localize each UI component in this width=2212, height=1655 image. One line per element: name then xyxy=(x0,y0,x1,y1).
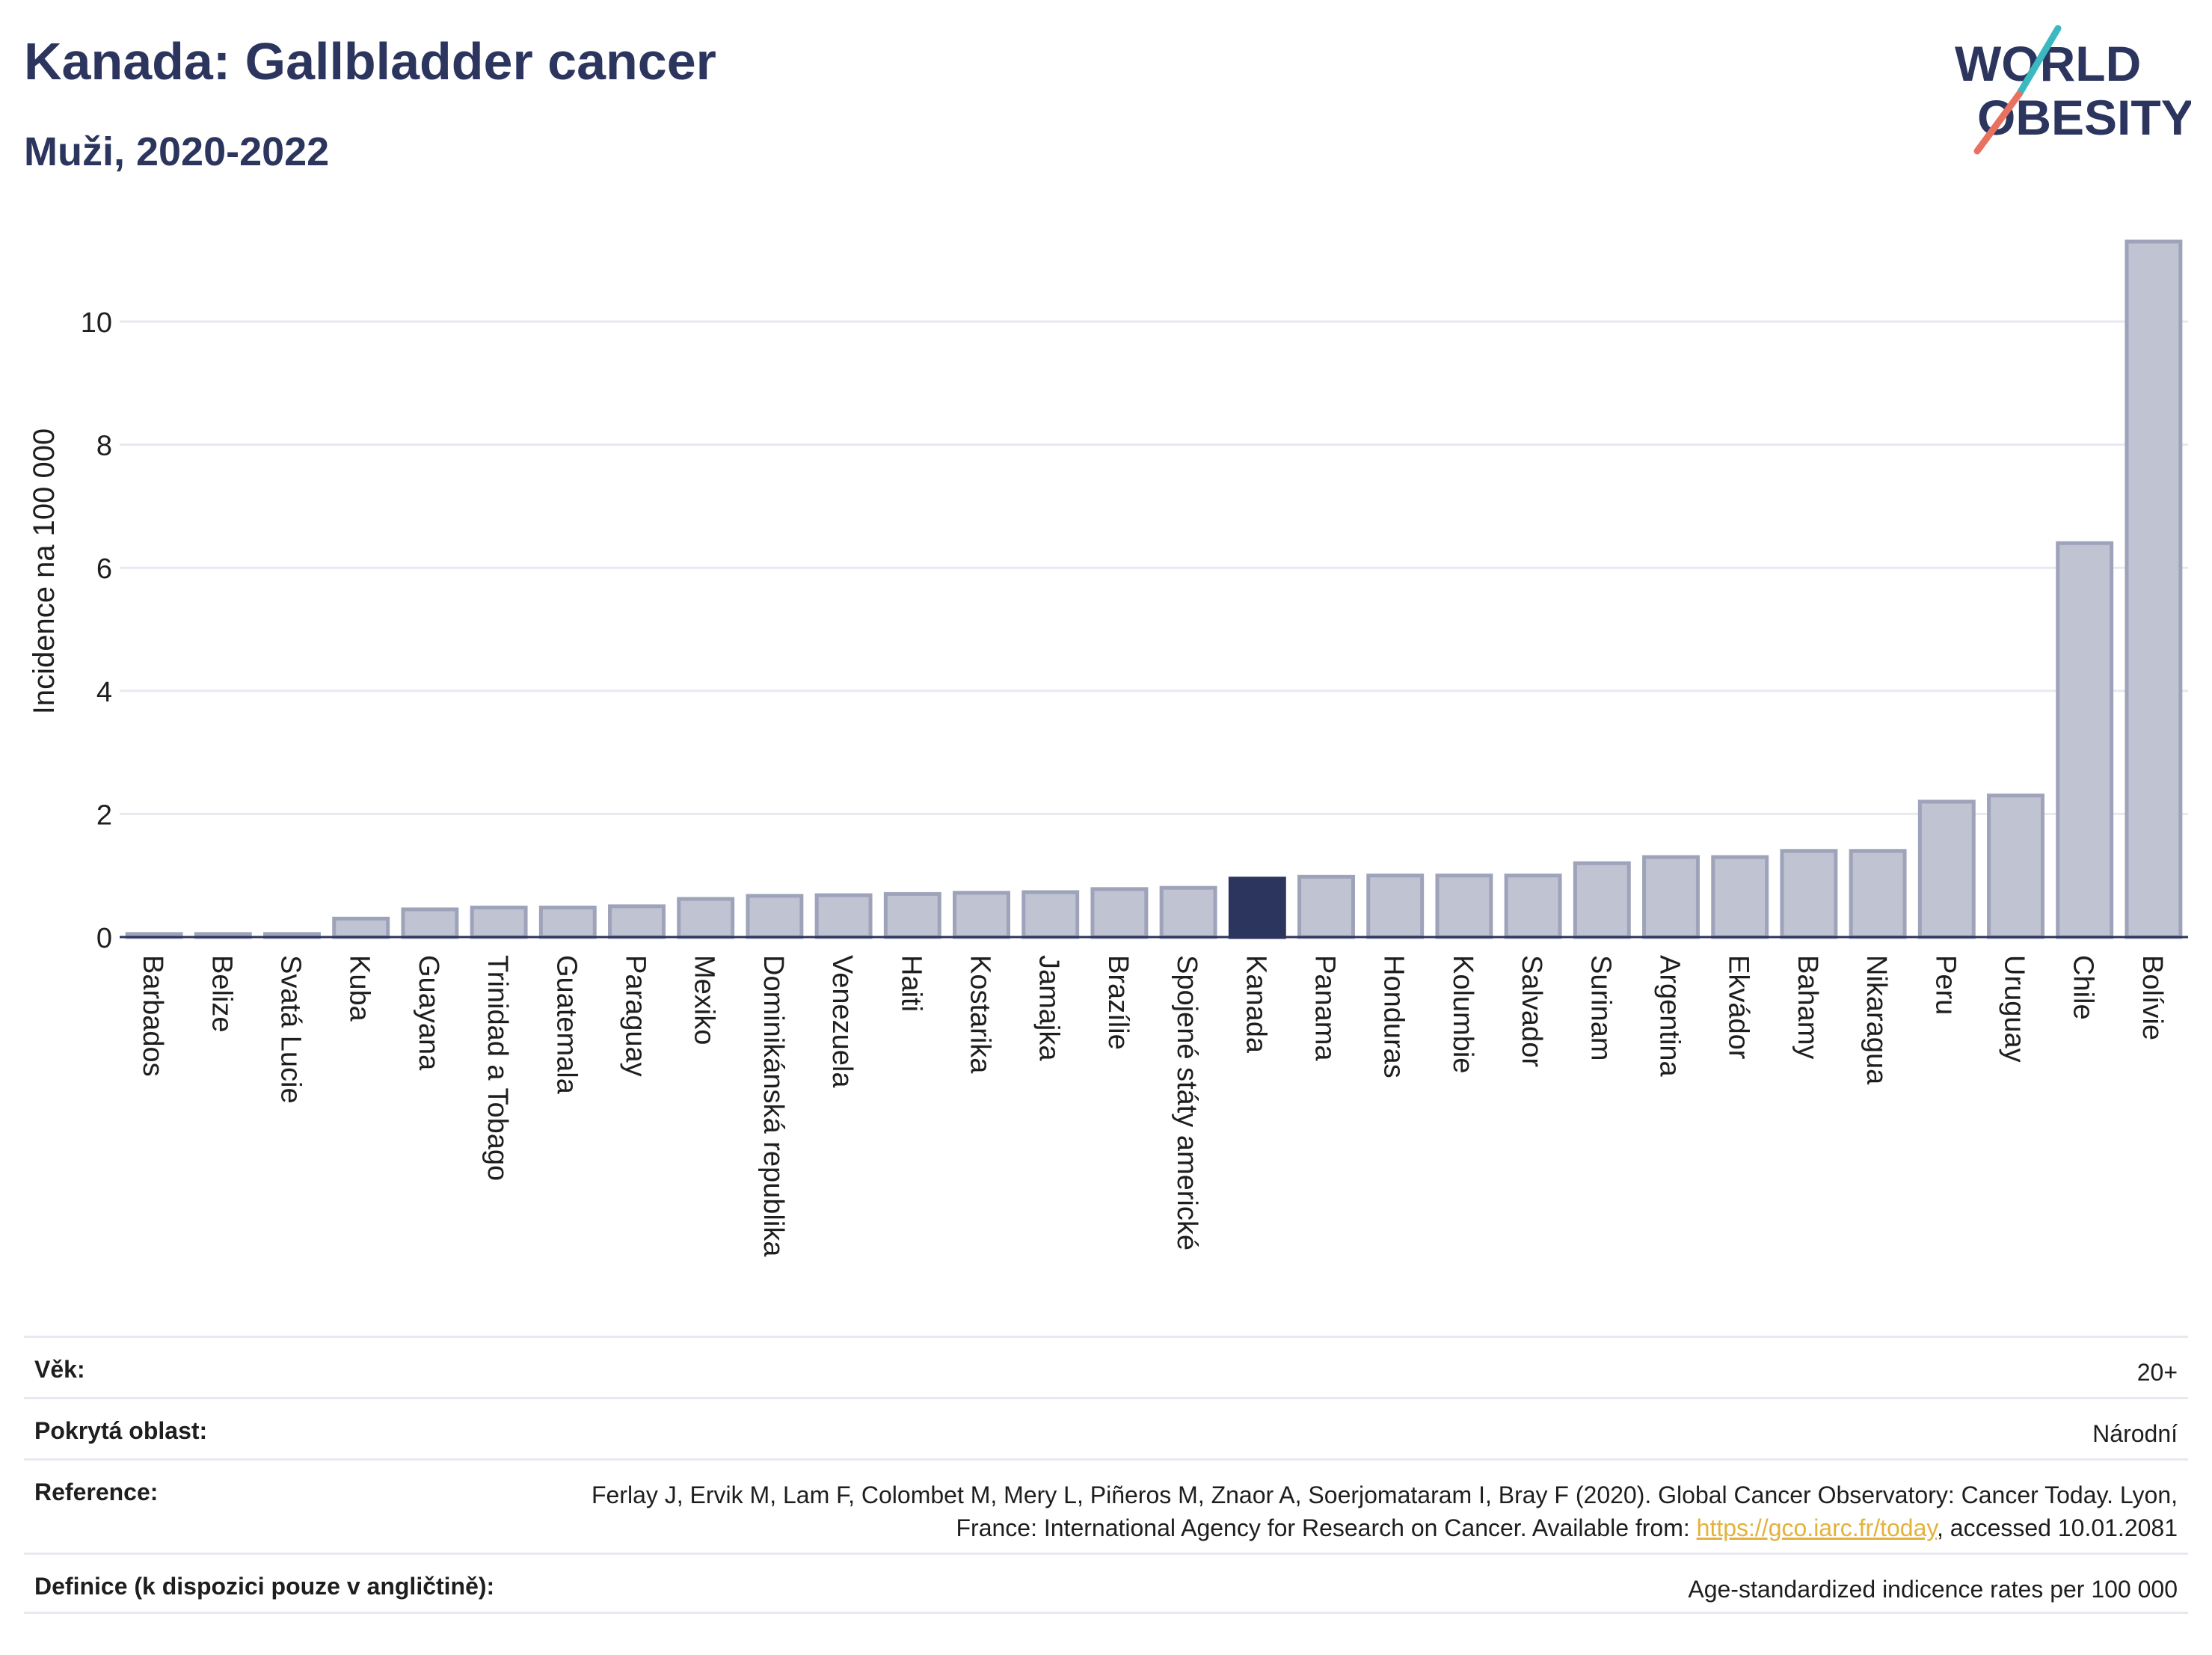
meta-row-definition: Definice (k dispozici pouze v angličtině… xyxy=(24,1553,2188,1614)
x-tick-label: Trinidad a Tobago xyxy=(482,955,513,1181)
coverage-value: Národní xyxy=(2092,1420,2178,1447)
meta-row-age: Věk: 20+ xyxy=(24,1336,2188,1397)
bar-chile xyxy=(2056,541,2114,939)
bar-jamajka xyxy=(1021,890,1080,939)
y-tick-label: 10 xyxy=(81,307,112,339)
y-tick-label: 8 xyxy=(96,431,112,462)
bar-kanada xyxy=(1228,876,1286,939)
bar-spojené-státy-americké xyxy=(1159,885,1217,939)
bar-bolívie xyxy=(2125,239,2183,939)
coverage-label: Pokrytá oblast: xyxy=(34,1417,208,1444)
logo-slash-coral xyxy=(1973,90,2023,155)
x-tick-label: Kostarika xyxy=(965,955,996,1074)
x-tick-label: Belize xyxy=(206,955,237,1033)
page-title: Kanada: Gallbladder cancer xyxy=(24,32,716,90)
bar-brazílie xyxy=(1090,887,1149,939)
x-tick-label: Barbados xyxy=(137,955,168,1077)
y-tick-label: 4 xyxy=(96,677,112,708)
y-axis-ticks: 0 2 4 6 8 10 xyxy=(81,307,112,954)
bar-surinam xyxy=(1573,861,1631,939)
bar-nikaragua xyxy=(1849,849,1907,939)
bar-kolumbie xyxy=(1435,873,1493,939)
x-tick-label: Argentina xyxy=(1654,955,1686,1078)
x-tick-label: Venezuela xyxy=(826,955,858,1088)
bar-panama xyxy=(1297,874,1355,939)
bar-honduras xyxy=(1366,873,1425,939)
bar-uruguay xyxy=(1987,793,2044,939)
world-obesity-logo: WORLD OBESITY xyxy=(1955,25,2191,155)
age-label: Věk: xyxy=(34,1356,85,1383)
bar-guatemala xyxy=(538,905,597,939)
reference-suffix: , accessed 10.01.2081 xyxy=(1936,1514,2178,1541)
grid-lines xyxy=(120,320,2188,815)
x-tick-label: Chile xyxy=(2068,955,2099,1020)
x-tick-label: Bahamy xyxy=(1792,955,1823,1059)
y-tick-label: 2 xyxy=(96,799,112,831)
x-axis-labels: Barbados Belize Svatá Lucie Kuba Guayana Trin… xyxy=(137,955,2168,1257)
definition-value: Age-standardized indicence rates per 100… xyxy=(1688,1576,2178,1603)
bar-paraguay xyxy=(608,904,666,939)
y-axis-label: Incidence na 100 000 xyxy=(28,429,61,715)
x-tick-label: Honduras xyxy=(1378,955,1410,1078)
bar-dominikánská-republika xyxy=(746,894,804,939)
logo-slash-teal xyxy=(2015,25,2062,98)
bar-kostarika xyxy=(953,891,1010,939)
page-subtitle: Muži, 2020-2022 xyxy=(24,129,330,174)
x-tick-label: Uruguay xyxy=(1999,955,2030,1063)
x-tick-label: Kuba xyxy=(344,955,375,1022)
y-tick-label: 0 xyxy=(96,923,112,954)
age-value: 20+ xyxy=(2136,1359,2178,1386)
x-tick-label: Surinam xyxy=(1585,955,1616,1061)
reference-link[interactable]: https://gco.iarc.fr/today xyxy=(1696,1514,1937,1541)
bar-peru xyxy=(1917,799,1976,939)
x-tick-label: Ekvádor xyxy=(1723,955,1754,1060)
bar-venezuela xyxy=(814,893,873,939)
metadata-table: Věk: 20+ Pokrytá oblast: Národní Referen… xyxy=(24,1336,2188,1614)
x-tick-label: Nikaragua xyxy=(1861,955,1892,1085)
meta-row-coverage: Pokrytá oblast: Národní xyxy=(24,1397,2188,1458)
bar-trinidad-a-tobago xyxy=(470,905,528,939)
bar-mexiko xyxy=(677,897,735,939)
x-tick-label: Paraguay xyxy=(620,955,651,1077)
reference-text: Ferlay J, Ervik M, Lam F, Colombet M, Me… xyxy=(591,1481,2178,1541)
x-tick-label: Guatemala xyxy=(550,955,582,1095)
y-tick-label: 6 xyxy=(96,553,112,585)
bar-argentina xyxy=(1642,855,1700,939)
x-tick-label: Panama xyxy=(1309,955,1341,1061)
x-tick-label: Haiti xyxy=(895,955,927,1012)
x-tick-label: Peru xyxy=(1929,955,1961,1015)
x-tick-label: Kolumbie xyxy=(1447,955,1478,1073)
x-tick-label: Guayana xyxy=(413,955,444,1071)
x-tick-label: Bolívie xyxy=(2136,955,2168,1040)
bar-salvador xyxy=(1504,873,1562,939)
definition-label: Definice (k dispozici pouze v angličtině… xyxy=(34,1573,495,1600)
bar-chart: 0 2 4 6 8 10 Barbados Belize Svatá Lucie Kuba Gua… xyxy=(28,239,2188,1257)
x-tick-label: Jamajka xyxy=(1033,955,1065,1061)
meta-row-reference: Reference: Ferlay J, Ervik M, Lam F, Col… xyxy=(24,1458,2188,1553)
bar-guayana xyxy=(401,907,459,939)
x-tick-label: Spojené státy americké xyxy=(1171,955,1202,1250)
bars xyxy=(125,239,2183,939)
x-tick-label: Mexiko xyxy=(689,955,720,1045)
x-tick-label: Brazílie xyxy=(1102,955,1134,1050)
x-tick-label: Svatá Lucie xyxy=(275,955,307,1104)
reference-value: Ferlay J, Ervik M, Lam F, Colombet M, Me… xyxy=(532,1479,2178,1544)
reference-label: Reference: xyxy=(34,1479,159,1505)
bar-ekvádor xyxy=(1711,855,1769,939)
x-tick-label: Salvador xyxy=(1516,955,1547,1067)
bar-bahamy xyxy=(1780,849,1838,939)
x-tick-label: Kanada xyxy=(1240,955,1271,1054)
x-tick-label: Dominikánská republika xyxy=(758,955,789,1257)
bar-kuba xyxy=(332,916,390,939)
bar-haiti xyxy=(883,891,941,939)
